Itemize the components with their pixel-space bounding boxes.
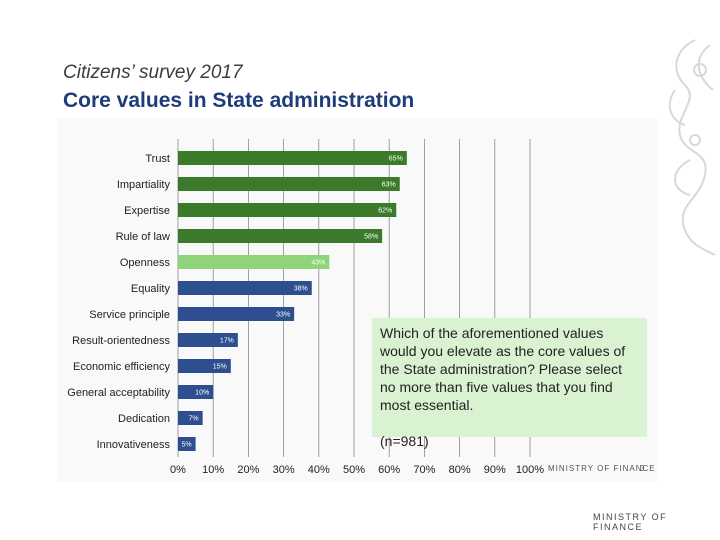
category-label: General acceptability	[67, 387, 170, 399]
category-label: Expertise	[124, 205, 170, 217]
x-tick-label: 50%	[343, 464, 365, 476]
ministry-label-small: MINISTRY OF FINANCE	[548, 464, 656, 473]
category-label: Openness	[120, 257, 171, 269]
data-label: 15%	[213, 364, 227, 371]
question-box: Which of the aforementioned values would…	[372, 318, 647, 449]
bar	[178, 177, 400, 191]
category-label: Innovativeness	[97, 439, 171, 451]
x-tick-label: 10%	[202, 464, 224, 476]
sample-size: (n=981)	[380, 433, 429, 449]
bar	[178, 411, 203, 425]
category-label: Service principle	[89, 309, 170, 321]
data-label: 7%	[189, 416, 199, 423]
category-label: Dedication	[118, 413, 170, 425]
bar	[178, 229, 383, 243]
survey-subtitle: Citizens’ survey 2017	[63, 62, 243, 83]
bar	[178, 203, 397, 217]
bar	[178, 151, 407, 165]
data-label: 5%	[181, 442, 191, 449]
category-label: Impartiality	[117, 179, 171, 191]
data-label: 65%	[389, 156, 403, 163]
bar	[178, 307, 295, 321]
x-tick-label: 100%	[516, 464, 544, 476]
data-label: 17%	[220, 338, 234, 345]
x-tick-label: 90%	[484, 464, 506, 476]
x-tick-label: 0%	[170, 464, 186, 476]
data-label: 10%	[195, 390, 209, 397]
bar	[178, 437, 196, 451]
x-tick-label: 60%	[378, 464, 400, 476]
data-label: 58%	[364, 234, 378, 241]
category-label: Trust	[145, 153, 170, 165]
category-label: Equality	[131, 283, 171, 295]
x-tick-label: 80%	[449, 464, 471, 476]
data-label: 63%	[382, 182, 396, 189]
bar	[178, 385, 214, 399]
ministry-brand-logo: MINISTRY OF FINANCE	[593, 512, 668, 532]
bar	[178, 333, 238, 347]
page-number: 3	[640, 464, 645, 473]
bar	[178, 281, 312, 295]
data-label: 43%	[311, 260, 325, 267]
question-text: Which of the aforementioned values would…	[380, 325, 626, 413]
data-label: 33%	[276, 312, 290, 319]
page-title: Core values in State administration	[63, 89, 415, 112]
category-label: Rule of law	[116, 231, 170, 243]
x-tick-label: 20%	[237, 464, 259, 476]
data-label: 38%	[294, 286, 308, 293]
bar	[178, 255, 330, 269]
x-tick-label: 70%	[413, 464, 435, 476]
lion-emblem-icon	[668, 39, 716, 256]
category-label: Result-orientedness	[72, 335, 170, 347]
bar	[178, 359, 231, 373]
bar-chart: 0% 10% 20% 30% 40% 50% 60% 70% 80% 90% 100% Trust 65…	[67, 139, 544, 476]
x-tick-label: 30%	[273, 464, 295, 476]
x-tick-label: 40%	[308, 464, 330, 476]
data-label: 62%	[378, 208, 392, 215]
category-label: Economic efficiency	[73, 361, 171, 373]
